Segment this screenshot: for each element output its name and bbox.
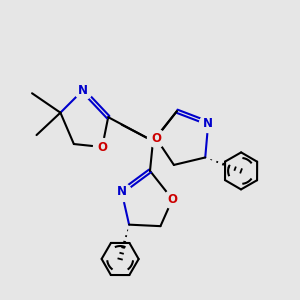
Text: N: N [203,117,213,130]
Text: O: O [97,140,107,154]
Text: N: N [117,185,127,198]
Text: N: N [78,84,88,97]
Text: O: O [151,132,161,145]
Text: O: O [167,193,177,206]
